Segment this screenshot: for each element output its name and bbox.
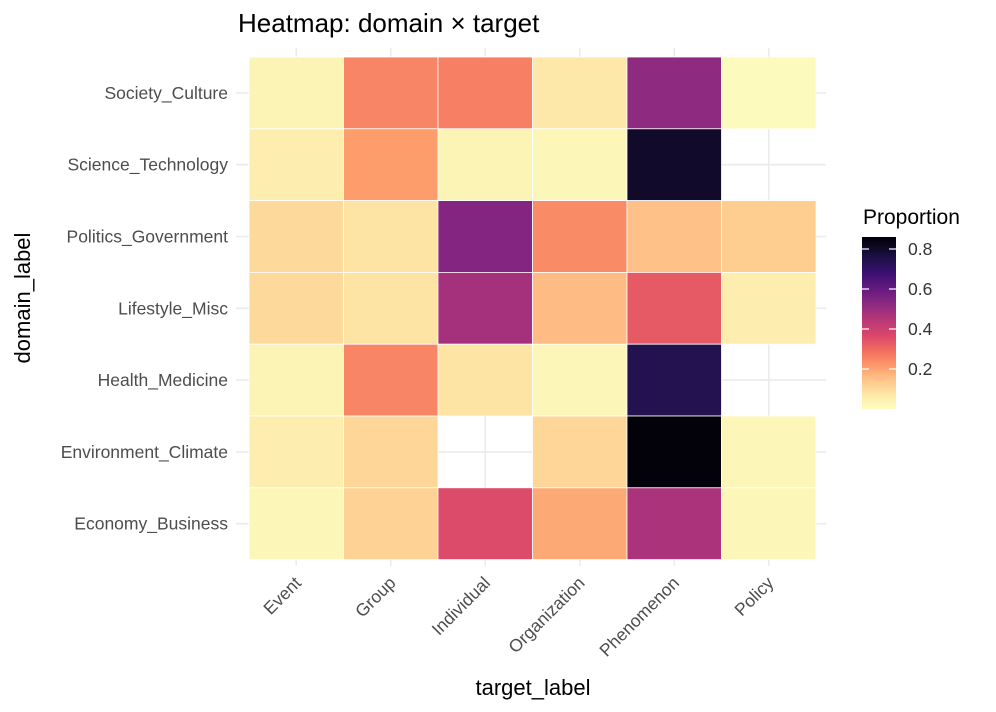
heatmap-cell: [626, 271, 722, 345]
heatmap-cell: [437, 56, 533, 130]
heatmap-cell: [532, 56, 628, 130]
y-tick-label: Science_Technology: [67, 155, 228, 176]
heatmap-cell: [532, 415, 628, 489]
heatmap-cell: [248, 56, 344, 130]
heatmap-cell: [248, 200, 344, 273]
x-tick-label: Event: [259, 573, 305, 619]
y-tick-label: Environment_Climate: [61, 442, 228, 463]
heatmap-cell: [626, 415, 722, 489]
heatmap-cell: [248, 343, 344, 417]
y-tick-labels: Society_Culture Science_Technology Politic…: [61, 83, 229, 535]
colorbar: [862, 237, 896, 409]
heatmap-cell: [437, 200, 533, 273]
heatmap-cell: [437, 128, 533, 202]
heatmap-cells: [248, 56, 817, 560]
heatmap-cell: [626, 128, 722, 202]
legend-title: Proportion: [863, 206, 960, 229]
heatmap-cell: [248, 128, 344, 202]
heatmap-cell: [626, 200, 722, 273]
heatmap-cell: [437, 487, 533, 560]
heatmap-cell: [343, 56, 439, 130]
heatmap-cell: [343, 487, 439, 560]
heatmap-cell: [248, 487, 344, 560]
heatmap-cell: [437, 343, 533, 417]
y-tick-label: Health_Medicine: [98, 370, 228, 391]
heatmap-cell: [532, 487, 628, 560]
heatmap-cell: [532, 200, 628, 273]
colorbar-tick-label: 0.8: [908, 239, 932, 259]
heatmap-cell: [437, 271, 533, 345]
heatmap-cell: [532, 128, 628, 202]
chart-title: Heatmap: domain × target: [238, 8, 540, 38]
x-tick-label: Individual: [428, 573, 494, 639]
heatmap-cell: [532, 343, 628, 417]
x-tick-label: Phenomenon: [595, 573, 683, 661]
heatmap-cell: [626, 56, 722, 130]
heatmap-cell: [248, 271, 344, 345]
heatmap-cell: [343, 343, 439, 417]
heatmap-cell: [343, 415, 439, 489]
heatmap-cell: [248, 415, 344, 489]
heatmap-cell: [721, 271, 817, 345]
colorbar-tick-label: 0.4: [908, 319, 933, 339]
y-tick-label: Lifestyle_Misc: [118, 298, 228, 319]
heatmap-cell: [343, 128, 439, 202]
x-tick-label: Group: [351, 573, 400, 622]
heatmap-cell: [343, 200, 439, 273]
heatmap-cell: [721, 487, 817, 560]
heatmap-cell: [626, 343, 722, 417]
x-tick-labels: Event Group Individual Organization Phenomen…: [259, 573, 777, 661]
heatmap-cell: [721, 56, 817, 130]
colorbar-legend: Proportion 0.2 0.4 0.6 0.8: [862, 206, 960, 409]
colorbar-ticks: 0.2 0.4 0.6 0.8: [862, 239, 933, 379]
heatmap-cell: [532, 271, 628, 345]
y-tick-label: Economy_Business: [74, 514, 228, 535]
heatmap-cell: [626, 487, 722, 560]
y-axis-title: domain_label: [10, 233, 35, 364]
colorbar-tick-label: 0.6: [908, 279, 932, 299]
heatmap-cell: [721, 200, 817, 273]
heatmap-cell: [721, 415, 817, 489]
y-tick-label: Society_Culture: [104, 83, 228, 104]
x-axis-title: target_label: [476, 675, 591, 700]
heatmap-cell: [343, 271, 439, 345]
y-tick-label: Politics_Government: [67, 227, 229, 248]
x-tick-label: Organization: [504, 573, 588, 657]
x-tick-label: Policy: [730, 573, 777, 620]
colorbar-tick-label: 0.2: [908, 359, 932, 379]
